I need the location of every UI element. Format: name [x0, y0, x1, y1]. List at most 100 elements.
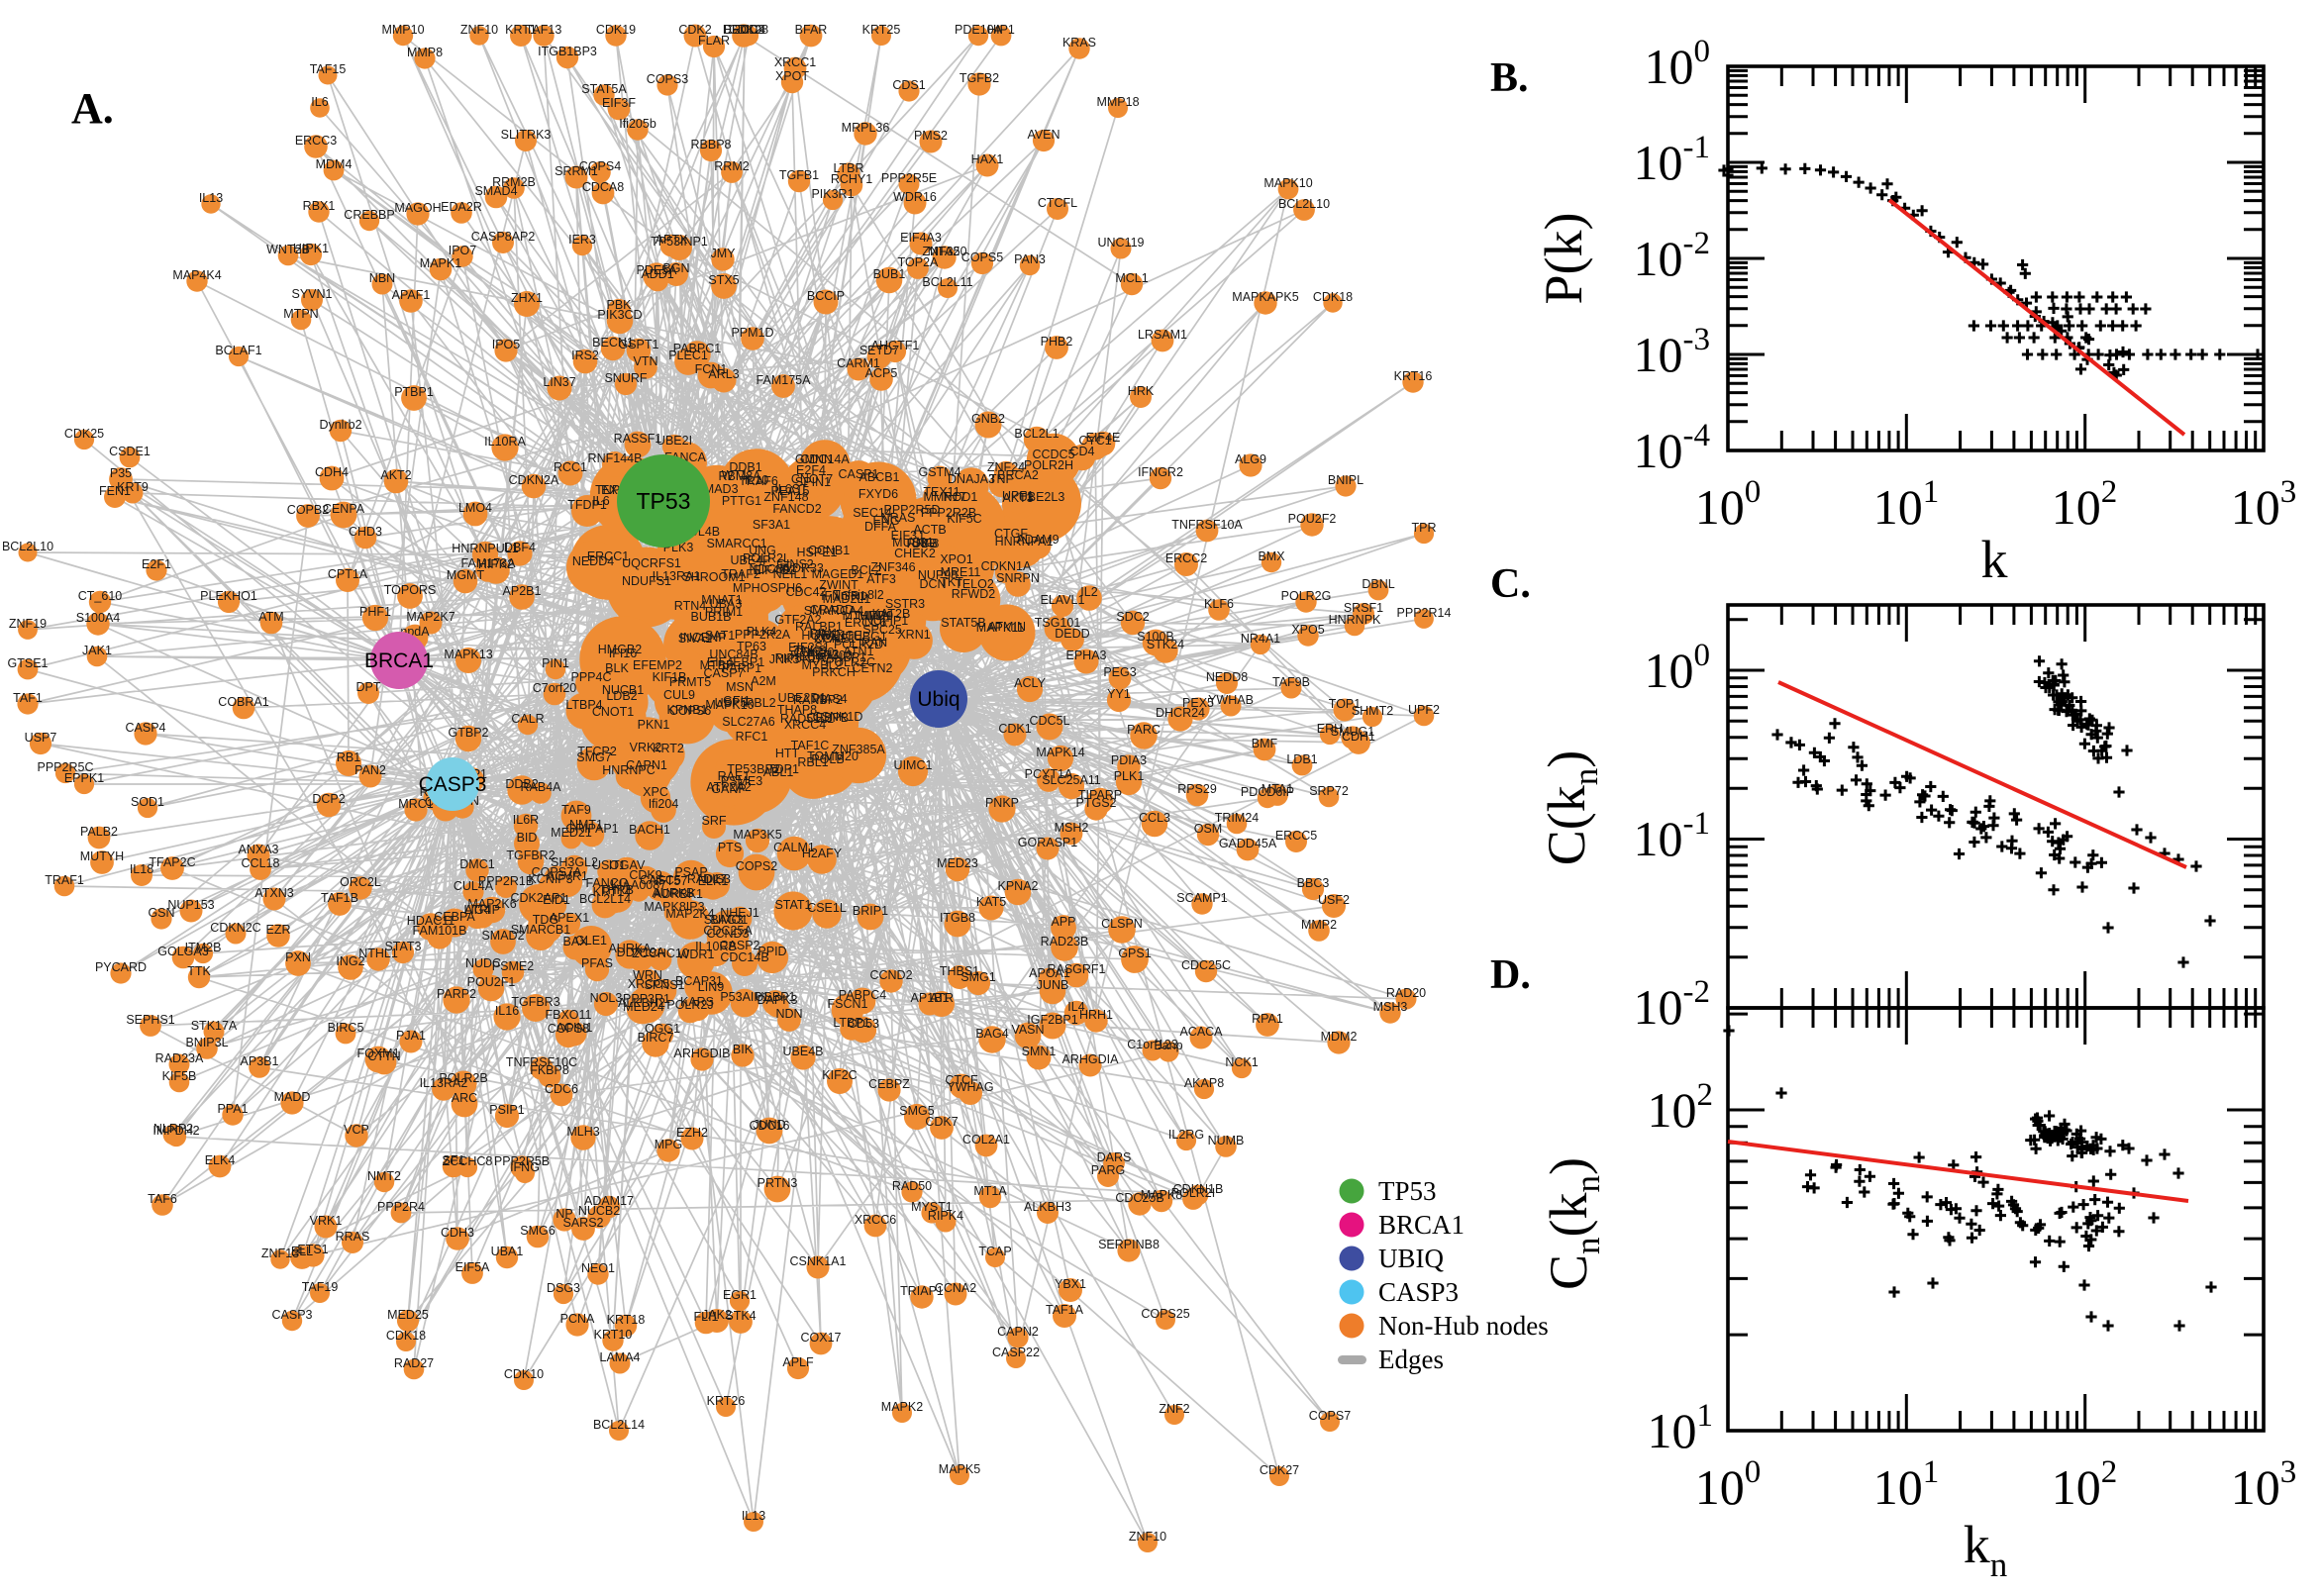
svg-text:CASP7: CASP7 — [704, 666, 745, 680]
svg-text:TAF1C: TAF1C — [791, 739, 830, 752]
svg-text:ATN1: ATN1 — [843, 645, 873, 658]
svg-text:IL2: IL2 — [1080, 585, 1097, 599]
svg-text:MTA2: MTA2 — [928, 245, 960, 258]
svg-text:ALKBH3: ALKBH3 — [1024, 1200, 1071, 1214]
svg-text:UBE2I: UBE2I — [656, 434, 692, 448]
svg-text:POLB: POLB — [811, 752, 844, 766]
svg-text:BCLAF1: BCLAF1 — [215, 344, 261, 357]
svg-text:EIF4EBP1: EIF4EBP1 — [707, 655, 764, 669]
svg-text:CEBPB: CEBPB — [807, 711, 849, 725]
svg-text:CTCFL: CTCFL — [1038, 196, 1077, 210]
svg-text:HSPE1: HSPE1 — [797, 546, 838, 559]
svg-text:GSPT1: GSPT1 — [619, 338, 659, 351]
svg-text:CDC25B: CDC25B — [1115, 1191, 1163, 1205]
svg-text:AHCTF1: AHCTF1 — [871, 339, 920, 352]
svg-text:10-2: 10-2 — [1634, 974, 1711, 1035]
svg-text:NHEJ1: NHEJ1 — [720, 906, 759, 920]
svg-text:E2F4: E2F4 — [796, 463, 826, 477]
svg-text:CDK1: CDK1 — [998, 722, 1031, 736]
svg-text:MED23: MED23 — [937, 856, 978, 870]
svg-text:IL2RG: IL2RG — [1168, 1128, 1204, 1142]
svg-text:MAPK2: MAPK2 — [881, 1400, 923, 1414]
svg-text:RANBP2: RANBP2 — [793, 693, 843, 707]
svg-text:TSG101: TSG101 — [1035, 616, 1081, 630]
svg-text:VASN: VASN — [1011, 1023, 1044, 1037]
svg-text:RAE1: RAE1 — [718, 769, 751, 783]
svg-text:RALBP1: RALBP1 — [795, 620, 843, 634]
svg-text:CD53: CD53 — [848, 1017, 879, 1031]
svg-text:IL16: IL16 — [495, 1004, 519, 1018]
svg-text:CDK18: CDK18 — [386, 1329, 426, 1343]
svg-text:ZNF148: ZNF148 — [763, 490, 808, 504]
svg-text:PABPC1: PABPC1 — [673, 342, 721, 355]
svg-text:ZNF13: ZNF13 — [261, 1247, 299, 1260]
svg-text:LRSAM1: LRSAM1 — [1138, 328, 1187, 342]
svg-text:SIVA1: SIVA1 — [678, 632, 713, 646]
svg-text:COPS8: COPS8 — [548, 1022, 589, 1036]
svg-text:CDC6: CDC6 — [545, 1082, 578, 1096]
svg-text:IFNG: IFNG — [510, 1160, 540, 1174]
svg-text:COPB2: COPB2 — [287, 503, 329, 517]
svg-text:MRC1: MRC1 — [398, 797, 433, 811]
svg-text:Cn(kn): Cn(kn) — [1539, 1157, 1607, 1290]
svg-text:CASP22: CASP22 — [992, 1346, 1040, 1359]
svg-text:LTBR: LTBR — [833, 161, 863, 175]
svg-text:USO1: USO1 — [592, 858, 626, 872]
svg-text:PLEC1: PLEC1 — [668, 349, 708, 362]
svg-text:KPNB1: KPNB1 — [667, 703, 708, 717]
svg-text:GANP: GANP — [711, 782, 746, 796]
svg-text:PLK4: PLK4 — [747, 625, 777, 639]
svg-text:CCND3: CCND3 — [706, 927, 749, 941]
svg-text:Dynlrb2: Dynlrb2 — [319, 418, 361, 432]
svg-text:Ifi204: Ifi204 — [649, 797, 679, 811]
svg-text:MUS81: MUS81 — [892, 536, 934, 549]
svg-text:CDC5L: CDC5L — [1030, 714, 1070, 728]
svg-text:CDKN2C: CDKN2C — [210, 921, 260, 935]
svg-text:SRSF1: SRSF1 — [1344, 601, 1383, 615]
svg-text:AKT3: AKT3 — [1002, 491, 1033, 505]
svg-text:ITGB8: ITGB8 — [940, 911, 975, 925]
svg-text:ZCCHC8: ZCCHC8 — [443, 1154, 493, 1168]
svg-text:PFAS: PFAS — [581, 956, 613, 970]
svg-text:XRCC4: XRCC4 — [784, 718, 826, 732]
svg-text:CSDE1: CSDE1 — [109, 445, 151, 458]
svg-text:CCNE1: CCNE1 — [814, 632, 856, 646]
svg-text:IL4: IL4 — [1067, 1000, 1084, 1014]
svg-text:HRK: HRK — [1128, 384, 1155, 398]
svg-text:BFAR: BFAR — [795, 23, 828, 37]
svg-text:BIRC7: BIRC7 — [638, 1031, 674, 1045]
svg-text:PTGS2: PTGS2 — [1076, 796, 1117, 810]
svg-text:ING2: ING2 — [336, 954, 364, 968]
svg-text:AURKA: AURKA — [608, 942, 652, 955]
svg-text:CDK27: CDK27 — [1260, 1463, 1299, 1477]
svg-text:SMUG1: SMUG1 — [1331, 725, 1375, 739]
svg-text:CSNK1D: CSNK1D — [813, 710, 863, 724]
svg-text:SRRM1: SRRM1 — [555, 164, 598, 178]
svg-text:ACACA: ACACA — [1179, 1025, 1223, 1039]
svg-text:ERCC4: ERCC4 — [724, 23, 765, 37]
svg-text:GTBP2: GTBP2 — [449, 726, 489, 740]
svg-text:TDG: TDG — [533, 913, 558, 927]
svg-text:ITGAV: ITGAV — [609, 858, 646, 872]
svg-text:PPP2R5D: PPP2R5D — [884, 503, 941, 517]
svg-text:EP300: EP300 — [815, 648, 853, 662]
svg-text:FSCN1: FSCN1 — [828, 997, 868, 1011]
svg-text:TAF13: TAF13 — [526, 23, 562, 37]
svg-text:CPT1A: CPT1A — [328, 567, 368, 581]
svg-text:k: k — [1981, 530, 2008, 589]
svg-text:FLAR: FLAR — [698, 34, 730, 48]
svg-text:IFI16: IFI16 — [609, 647, 638, 660]
svg-text:XPA: XPA — [814, 632, 839, 646]
svg-text:KARS: KARS — [680, 995, 714, 1009]
svg-text:CALM1: CALM1 — [773, 841, 815, 854]
svg-text:PJA1: PJA1 — [396, 1029, 426, 1043]
svg-text:CD4: CD4 — [1069, 445, 1094, 458]
svg-text:DHCR24: DHCR24 — [1156, 706, 1205, 720]
svg-text:CTCF: CTCF — [945, 1073, 978, 1087]
svg-text:WT1: WT1 — [722, 468, 748, 482]
svg-text:CASP1: CASP1 — [839, 467, 879, 481]
svg-text:OGG1: OGG1 — [645, 1022, 680, 1036]
svg-text:HNRNPA1: HNRNPA1 — [995, 535, 1054, 549]
svg-text:SMARCA4: SMARCA4 — [804, 604, 863, 618]
svg-text:NOL3: NOL3 — [590, 991, 623, 1005]
